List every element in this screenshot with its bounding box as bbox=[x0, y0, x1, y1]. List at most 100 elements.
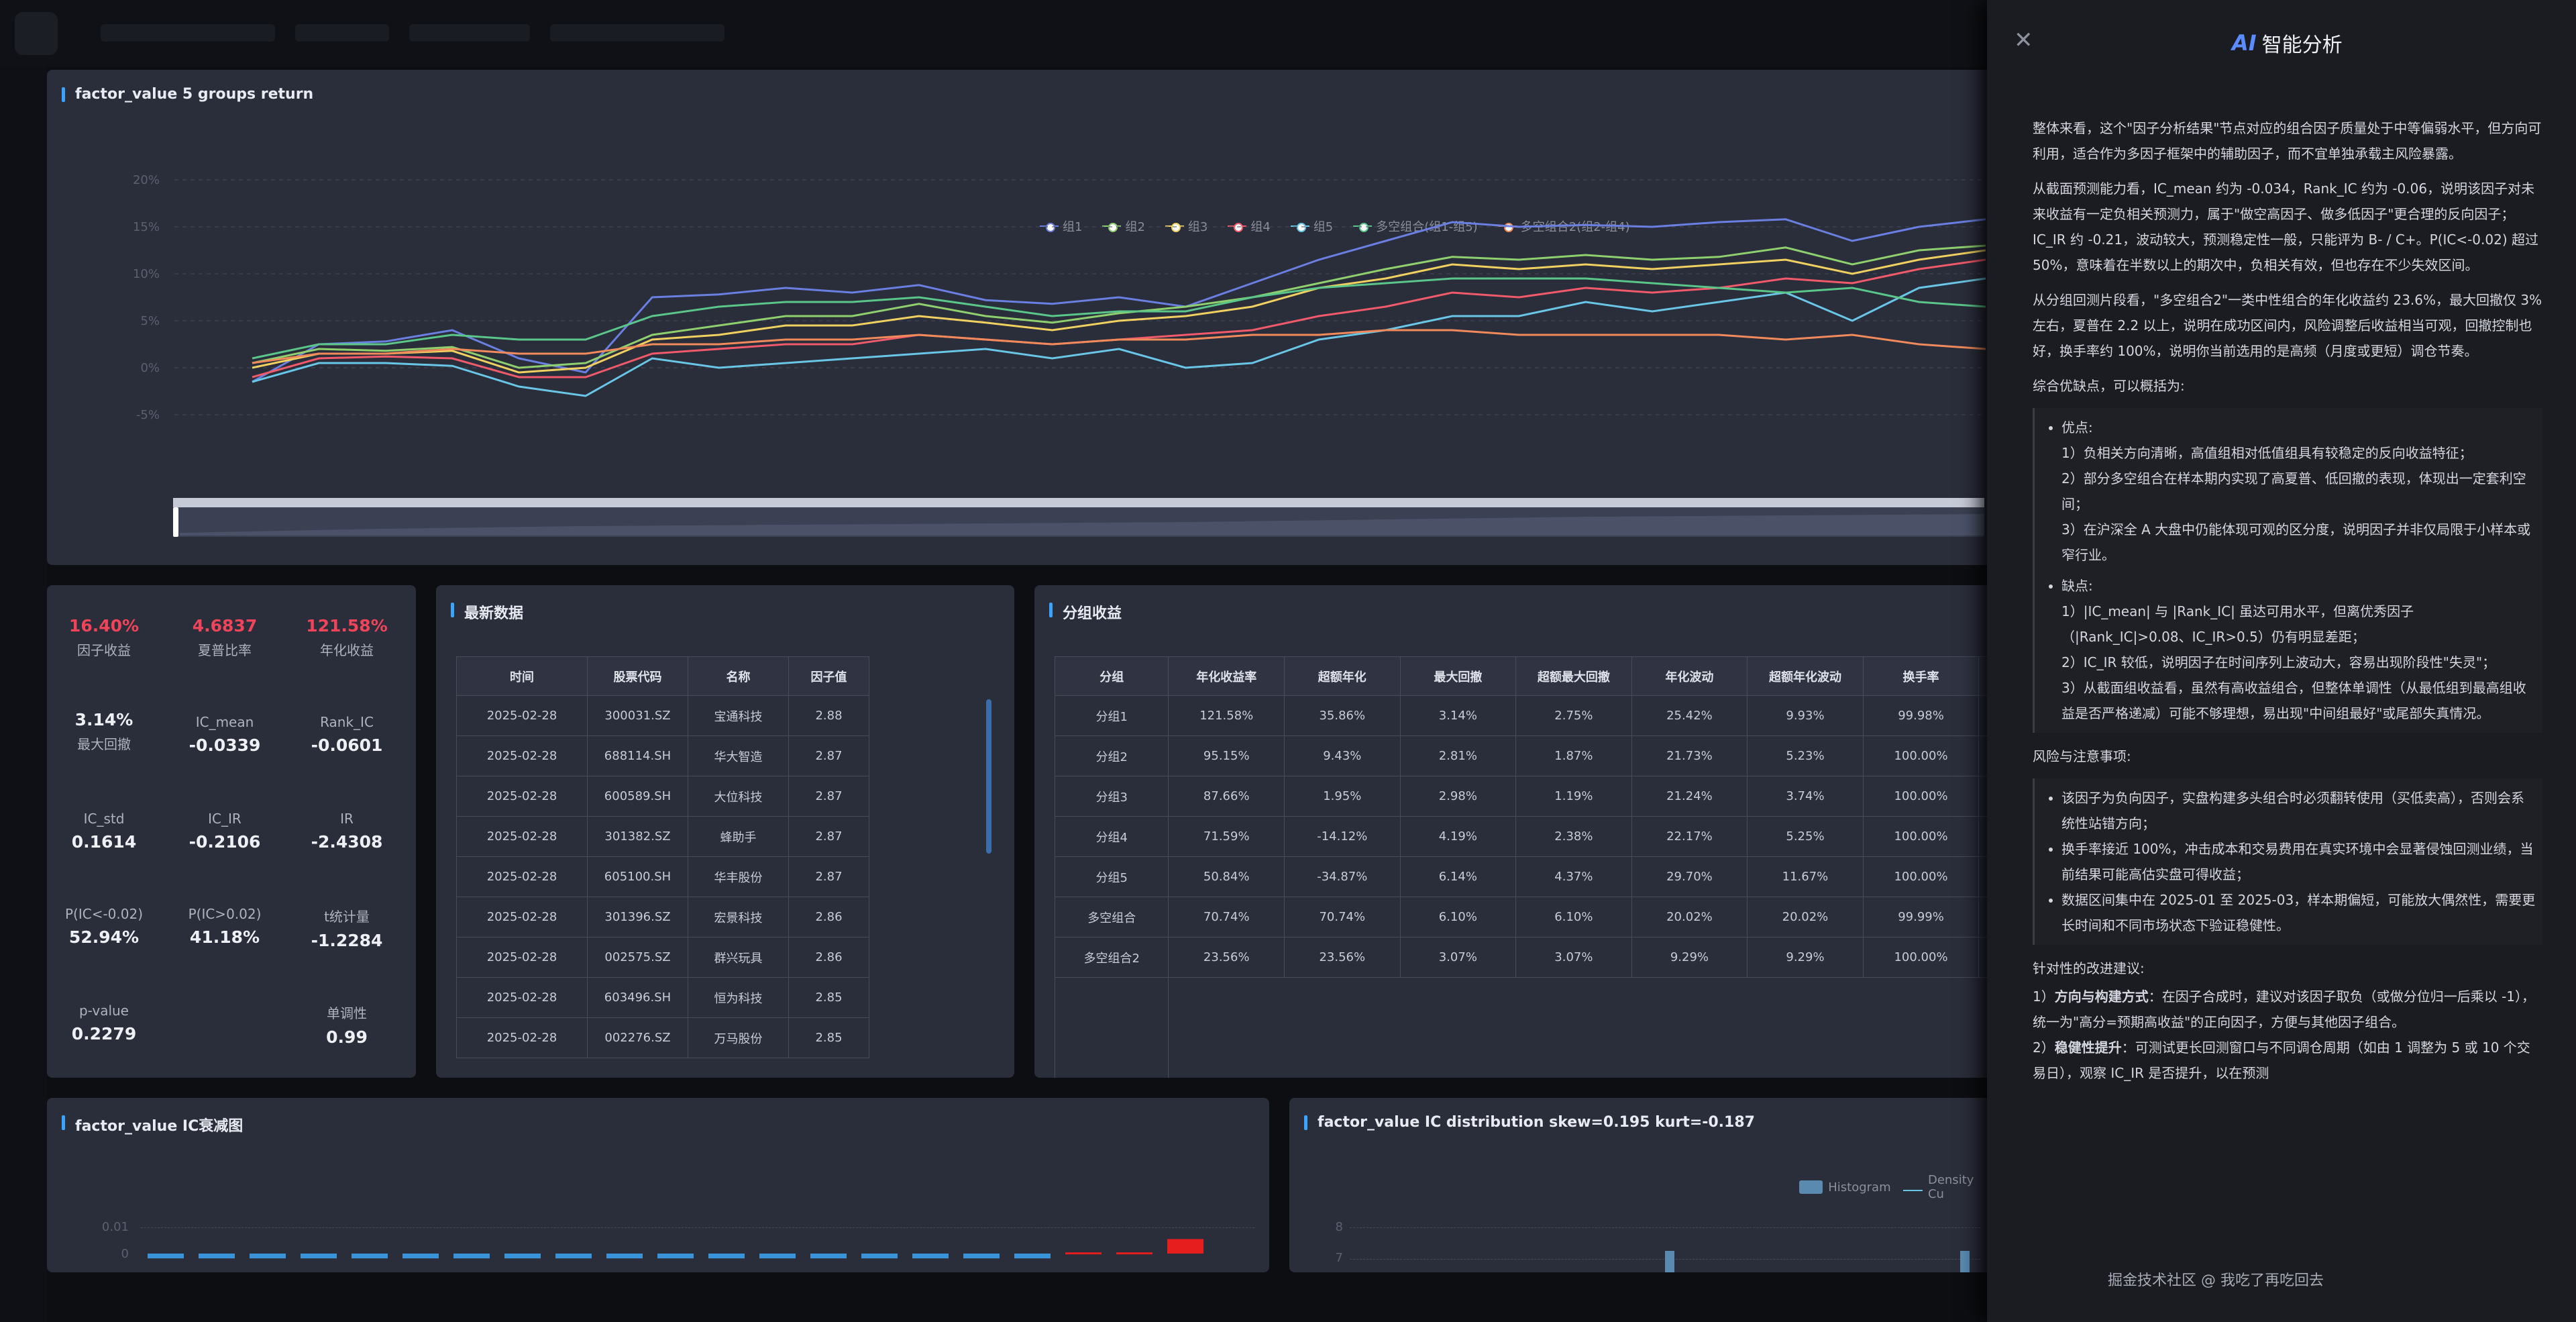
table-row[interactable]: 2025-02-28 301396.SZ 宏景科技 2.86 bbox=[456, 897, 993, 937]
chart-legend[interactable]: 组1 组2 组3 组4 组5 多空组合(组1-组5) 多空组合2(组2-组4) bbox=[1040, 217, 1630, 235]
table-row[interactable]: 2025-02-28 603496.SH 恒为科技 2.85 bbox=[456, 977, 993, 1018]
ic-decay-bar[interactable] bbox=[555, 1254, 592, 1259]
column-header[interactable]: 股票代码 bbox=[587, 656, 688, 696]
legend-label: 组1 bbox=[1063, 220, 1083, 234]
table-cell: 25.42% bbox=[1631, 695, 1748, 736]
ic-decay-bar[interactable] bbox=[453, 1254, 490, 1259]
p-pos-label: P(IC>0.02) bbox=[188, 906, 262, 922]
ic-decay-bar[interactable] bbox=[1014, 1254, 1051, 1259]
datazoom-slider[interactable] bbox=[173, 498, 1984, 537]
column-header[interactable]: 超额最大回撤 bbox=[1515, 656, 1632, 696]
table-row[interactable]: 2025-02-28 002575.SZ 群兴玩具 2.86 bbox=[456, 937, 993, 978]
table-row[interactable]: 分组4 71.59% -14.12% 4.19% 2.38% 22.17% 5.25% 100… bbox=[1054, 816, 1992, 857]
ic-decay-bar[interactable] bbox=[250, 1254, 286, 1259]
column-header[interactable]: 换手率 bbox=[1862, 656, 1980, 696]
column-header[interactable]: 超额年化 bbox=[1284, 656, 1401, 696]
legend-item[interactable]: 组5 bbox=[1290, 217, 1333, 235]
topbar-item[interactable] bbox=[295, 24, 389, 42]
column-header[interactable]: 时间 bbox=[456, 656, 588, 696]
table-cell: 1.95% bbox=[1284, 776, 1401, 817]
legend-marker-icon bbox=[1290, 221, 1309, 232]
column-header[interactable]: 因子值 bbox=[788, 656, 869, 696]
ic-decay-bar[interactable] bbox=[148, 1254, 184, 1259]
datazoom-left-handle[interactable] bbox=[173, 507, 178, 537]
ic-decay-bar[interactable] bbox=[1167, 1239, 1203, 1254]
series-line[interactable] bbox=[252, 249, 1986, 374]
risk-item: 该因子为负向因子，实盘构建多头组合时必须翻转使用（买低卖高），否则会系统性站错方… bbox=[2061, 785, 2536, 836]
series-line[interactable] bbox=[252, 277, 1986, 397]
topbar-item[interactable] bbox=[409, 24, 530, 42]
improve-item-bold: 方向与构建方式 bbox=[2054, 988, 2149, 1005]
ic-decay-bar[interactable] bbox=[402, 1254, 439, 1259]
ic-mean-value: -0.0339 bbox=[189, 735, 261, 755]
legend-item[interactable]: 组4 bbox=[1228, 217, 1271, 235]
ic-decay-bar[interactable] bbox=[1065, 1252, 1102, 1255]
table-cell: 2025-02-28 bbox=[456, 937, 588, 978]
ic-decay-bar[interactable] bbox=[810, 1254, 847, 1259]
ic-std-label: IC_std bbox=[83, 811, 125, 827]
table-cell: 29.70% bbox=[1631, 856, 1748, 897]
ic-decay-bar[interactable] bbox=[606, 1254, 643, 1259]
improve-heading: 针对性的改进建议: bbox=[2033, 960, 2145, 976]
ic-decay-bar[interactable] bbox=[657, 1254, 694, 1259]
table-cell: 分组5 bbox=[1054, 856, 1169, 897]
ic-decay-bar[interactable] bbox=[352, 1254, 388, 1259]
column-header[interactable]: 超额年化波动 bbox=[1747, 656, 1864, 696]
pros-item: 3）在沪深全 A 大盘中仍能体现可观的区分度，说明因子并非仅局限于小样本或窄行业… bbox=[2061, 521, 2531, 563]
table-row[interactable]: 2025-02-28 688114.SH 华大智造 2.87 bbox=[456, 735, 993, 776]
table-cell: 9.29% bbox=[1747, 937, 1864, 978]
ic-decay-bar[interactable] bbox=[301, 1254, 337, 1259]
ic-decay-bar[interactable] bbox=[759, 1254, 796, 1259]
close-icon[interactable]: ✕ bbox=[2014, 27, 2033, 54]
table-row[interactable]: 2025-02-28 002276.SZ 万马股份 2.85 bbox=[456, 1017, 993, 1058]
table-cell: 2.87 bbox=[788, 735, 869, 776]
series-line[interactable] bbox=[252, 277, 1986, 360]
table-row[interactable]: 2025-02-28 600589.SH 大位科技 2.87 bbox=[456, 776, 993, 817]
topbar-item[interactable] bbox=[550, 24, 724, 42]
ic-decay-bar[interactable] bbox=[861, 1254, 898, 1259]
p-neg-label: P(IC<-0.02) bbox=[64, 906, 144, 922]
table-cell: -14.12% bbox=[1284, 816, 1401, 857]
table-row[interactable]: 分组5 50.84% -34.87% 6.14% 4.37% 29.70% 11.67% 10… bbox=[1054, 856, 1992, 897]
table-cell: 121.58% bbox=[1168, 695, 1285, 736]
legend-item[interactable]: 多空组合(组1-组5) bbox=[1353, 217, 1478, 235]
table-scrollbar[interactable] bbox=[986, 699, 991, 854]
series-line[interactable] bbox=[252, 258, 1986, 378]
ic-decay-bar[interactable] bbox=[1116, 1252, 1152, 1255]
table-row[interactable]: 2025-02-28 301382.SZ 蜂助手 2.87 bbox=[456, 816, 993, 857]
table-cell: 2.87 bbox=[788, 816, 869, 857]
table-row[interactable]: 多空组合 70.74% 70.74% 6.10% 6.10% 20.02% 20.02% 99… bbox=[1054, 897, 1992, 937]
topbar-item[interactable] bbox=[101, 24, 275, 42]
ic-decay-bar[interactable] bbox=[708, 1254, 745, 1259]
series-line[interactable] bbox=[252, 244, 1986, 369]
ic-dist-legend[interactable]: Histogram Density Cu bbox=[1799, 1173, 1992, 1201]
ic-decay-bar[interactable] bbox=[963, 1254, 1000, 1259]
table-cell: 3.07% bbox=[1515, 937, 1632, 978]
ic-decay-bar[interactable] bbox=[912, 1254, 949, 1259]
column-header[interactable]: 最大回撤 bbox=[1399, 656, 1517, 696]
table-row[interactable]: 多空组合2 23.56% 23.56% 3.07% 3.07% 9.29% 9.29% 100… bbox=[1054, 937, 1992, 978]
ic-decay-bar[interactable] bbox=[504, 1254, 541, 1259]
legend-item[interactable]: 组1 bbox=[1040, 217, 1082, 235]
ic-decay-panel: factor_value IC衰减图 0.01 0 bbox=[47, 1098, 1269, 1272]
ic-decay-bar[interactable] bbox=[199, 1254, 235, 1259]
table-cell: 分组4 bbox=[1054, 816, 1169, 857]
column-header[interactable]: 年化收益率 bbox=[1168, 656, 1285, 696]
series-line[interactable] bbox=[252, 329, 1986, 364]
table-cell: 002276.SZ bbox=[587, 1017, 688, 1058]
series-line[interactable] bbox=[252, 218, 1986, 383]
table-cell: 100.00% bbox=[1862, 937, 1980, 978]
table-row[interactable]: 2025-02-28 300031.SZ 宝通科技 2.88 bbox=[456, 695, 993, 736]
table-cell: 99.99% bbox=[1862, 897, 1980, 937]
table-row[interactable]: 分组1 121.58% 35.86% 3.14% 2.75% 25.42% 9.93% 99.… bbox=[1054, 695, 1992, 736]
y-tick-label: 5% bbox=[140, 314, 160, 328]
table-row[interactable]: 分组2 95.15% 9.43% 2.81% 1.87% 21.73% 5.23% 100.0… bbox=[1054, 735, 1992, 776]
column-header[interactable]: 分组 bbox=[1054, 656, 1169, 696]
table-row[interactable]: 分组3 87.66% 1.95% 2.98% 1.19% 21.24% 3.74% 100.0… bbox=[1054, 776, 1992, 817]
column-header[interactable]: 名称 bbox=[688, 656, 789, 696]
datazoom-bar[interactable] bbox=[173, 498, 1984, 507]
table-cell: 22.17% bbox=[1631, 816, 1748, 857]
rank-ic-label: Rank_IC bbox=[320, 714, 374, 730]
table-row[interactable]: 2025-02-28 605100.SH 华丰股份 2.87 bbox=[456, 856, 993, 897]
column-header[interactable]: 年化波动 bbox=[1631, 656, 1748, 696]
